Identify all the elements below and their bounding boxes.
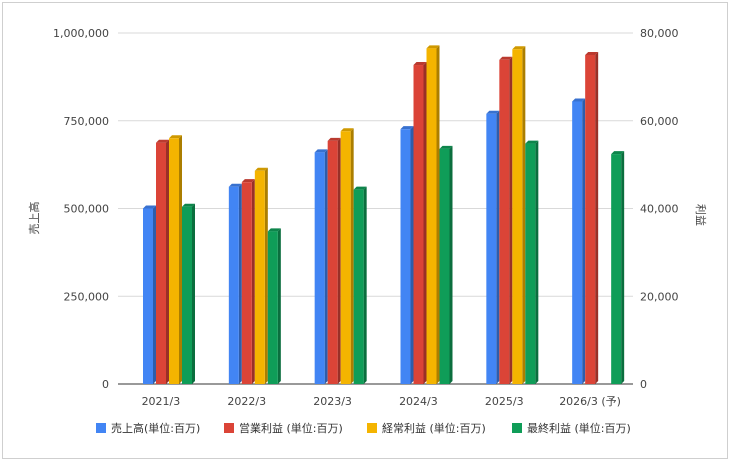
legend-swatch xyxy=(96,423,106,433)
left-tick-label: 0 xyxy=(102,378,109,391)
x-tick-label: 2024/3 xyxy=(399,395,438,408)
right-tick-label: 60,000 xyxy=(640,115,679,128)
bar-3-1 xyxy=(169,135,182,384)
legend-swatch xyxy=(512,423,522,433)
bar-4-1 xyxy=(182,203,195,384)
legend-swatch xyxy=(224,423,234,433)
legend-item-2[interactable]: 営業利益 (単位:百万) xyxy=(224,421,343,435)
bar-2-2 xyxy=(241,179,255,384)
right-tick-label: 80,000 xyxy=(640,27,679,40)
legend-swatch xyxy=(367,423,377,433)
legend-label: 経常利益 (単位:百万) xyxy=(382,421,486,435)
bar-2-4 xyxy=(413,62,427,385)
left-axis-title: 売上高 xyxy=(27,202,41,235)
legend-item-3[interactable]: 経常利益 (単位:百万) xyxy=(367,421,486,435)
legend-label: 営業利益 (単位:百万) xyxy=(239,421,343,435)
bar-4-5 xyxy=(525,140,539,384)
right-tick-label: 20,000 xyxy=(640,290,679,303)
left-axis-ticks: 0 250,000 500,000 750,000 1,000,000 xyxy=(53,27,109,391)
bar-1-5 xyxy=(486,110,500,384)
bar-1-4 xyxy=(400,126,414,384)
bar-4-4 xyxy=(439,145,453,384)
legend-item-4[interactable]: 最終利益 (単位:百万) xyxy=(512,421,631,435)
x-tick-label: 2021/3 xyxy=(142,395,181,408)
bars xyxy=(143,45,625,385)
bar-4-2 xyxy=(267,228,281,384)
right-axis-title: 利益 xyxy=(694,204,708,226)
left-tick-label: 1,000,000 xyxy=(53,27,109,40)
bar-3-5 xyxy=(512,46,526,384)
bar-1-3 xyxy=(314,149,328,384)
bar-3-3 xyxy=(340,128,354,384)
left-tick-label: 500,000 xyxy=(64,203,110,216)
legend-label: 最終利益 (単位:百万) xyxy=(527,421,631,435)
bar-3-2 xyxy=(254,167,268,384)
legend-item-1[interactable]: 売上高(単位:百万) xyxy=(96,421,200,435)
left-tick-label: 750,000 xyxy=(64,115,110,128)
bar-2-3 xyxy=(327,137,341,384)
left-tick-label: 250,000 xyxy=(64,290,110,303)
legend: 売上高(単位:百万) 営業利益 (単位:百万) 経常利益 (単位:百万) 最終利益 (… xyxy=(96,421,631,435)
right-tick-label: 40,000 xyxy=(640,203,679,216)
right-axis-ticks: 0 20,000 40,000 60,000 80,000 xyxy=(640,27,679,391)
bar-1-1 xyxy=(143,205,156,384)
bar-4-6 xyxy=(611,151,625,384)
x-tick-label: 2023/3 xyxy=(313,395,352,408)
x-tick-label: 2022/3 xyxy=(227,395,266,408)
x-axis-ticks: 2021/3 2022/3 2023/3 2024/3 2025/3 2026/3 (予) xyxy=(142,395,621,408)
bar-2-5 xyxy=(499,56,513,385)
bar-1-2 xyxy=(228,183,242,384)
legend-label: 売上高(単位:百万) xyxy=(111,421,200,435)
grid-lines xyxy=(118,32,633,385)
bar-3-4 xyxy=(426,45,440,384)
bar-2-1 xyxy=(156,139,169,384)
x-tick-label: 2025/3 xyxy=(485,395,524,408)
bar-2-6 xyxy=(585,51,599,384)
right-tick-label: 0 xyxy=(640,378,647,391)
x-tick-label: 2026/3 (予) xyxy=(559,395,621,408)
bar-1-6 xyxy=(572,98,586,384)
bar-4-3 xyxy=(353,186,367,384)
